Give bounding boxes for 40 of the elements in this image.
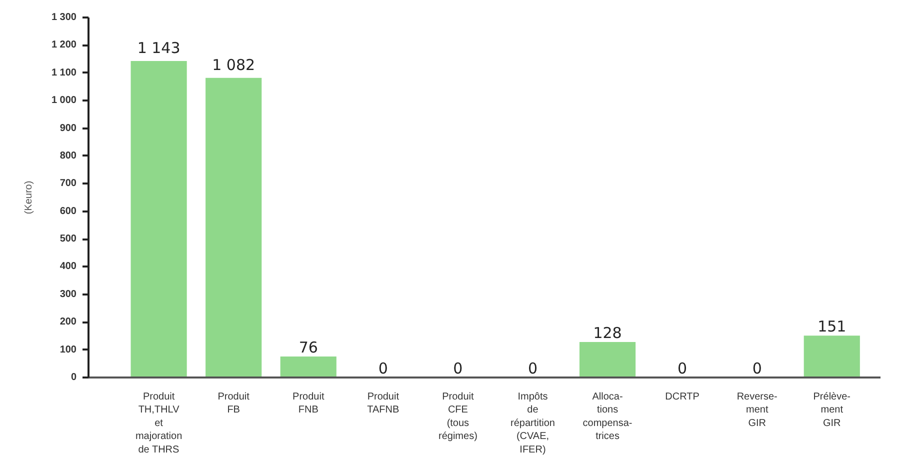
y-tick-label: 0 [70,372,77,383]
x-tick-label: Reverse- ment GIR [736,392,778,429]
x-tick-label: DCRTP [665,392,700,402]
x-tick-label: Prélève- ment GIR [813,392,851,429]
data-label: 1 082 [212,56,256,74]
y-tick-label: 1 100 [51,67,77,78]
data-label: 0 [678,360,688,378]
x-tick-label: Produit TH,THLV et majoration de THRS [135,392,182,456]
x-tick-label: Produit TAFNB [367,392,400,416]
y-tick-label: 500 [60,234,77,245]
y-tick-label: 1 000 [51,95,77,106]
bar [130,60,187,378]
x-tick-label: Produit CFE (tous régimes) [438,392,478,442]
data-label: 0 [378,360,388,378]
data-label: 0 [453,360,463,378]
data-label: 0 [752,360,762,378]
y-tick-label: 400 [60,261,77,272]
x-tick-label: Produit FNB [292,392,324,416]
y-tick-label: 700 [60,178,77,190]
data-label: 76 [298,338,318,356]
y-tick-label: 300 [60,288,77,300]
bar [280,356,336,378]
data-label: 151 [818,318,846,336]
y-tick-label: 1 200 [51,40,77,51]
y-tick-label: 800 [60,150,77,162]
bar [206,78,262,378]
data-label: 0 [528,360,538,378]
y-tick-label: 200 [60,316,77,328]
x-tick-label: Produit FB [218,392,250,416]
y-tick-label: 900 [60,122,77,134]
data-label: 1 143 [137,38,180,57]
x-tick-label: Alloca- tions compensa- trices [582,392,632,442]
y-tick-label: 1 300 [51,12,77,23]
y-tick-label: 600 [60,206,77,217]
x-tick-label: Impôts de répartition (CVAE, IFER) [510,392,555,456]
y-tick-label: 100 [60,344,77,356]
bar [804,336,860,378]
y-axis-title: (Keuro) [23,180,34,214]
bar [579,342,636,378]
data-label: 128 [593,324,622,342]
